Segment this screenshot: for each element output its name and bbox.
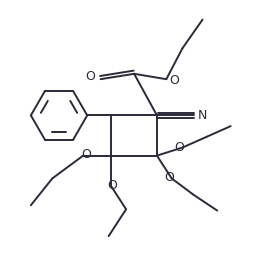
Text: O: O: [81, 148, 91, 161]
Text: O: O: [169, 74, 179, 87]
Text: N: N: [198, 109, 207, 122]
Text: O: O: [164, 170, 174, 183]
Text: O: O: [108, 179, 118, 192]
Text: O: O: [174, 141, 184, 154]
Text: O: O: [85, 70, 95, 83]
